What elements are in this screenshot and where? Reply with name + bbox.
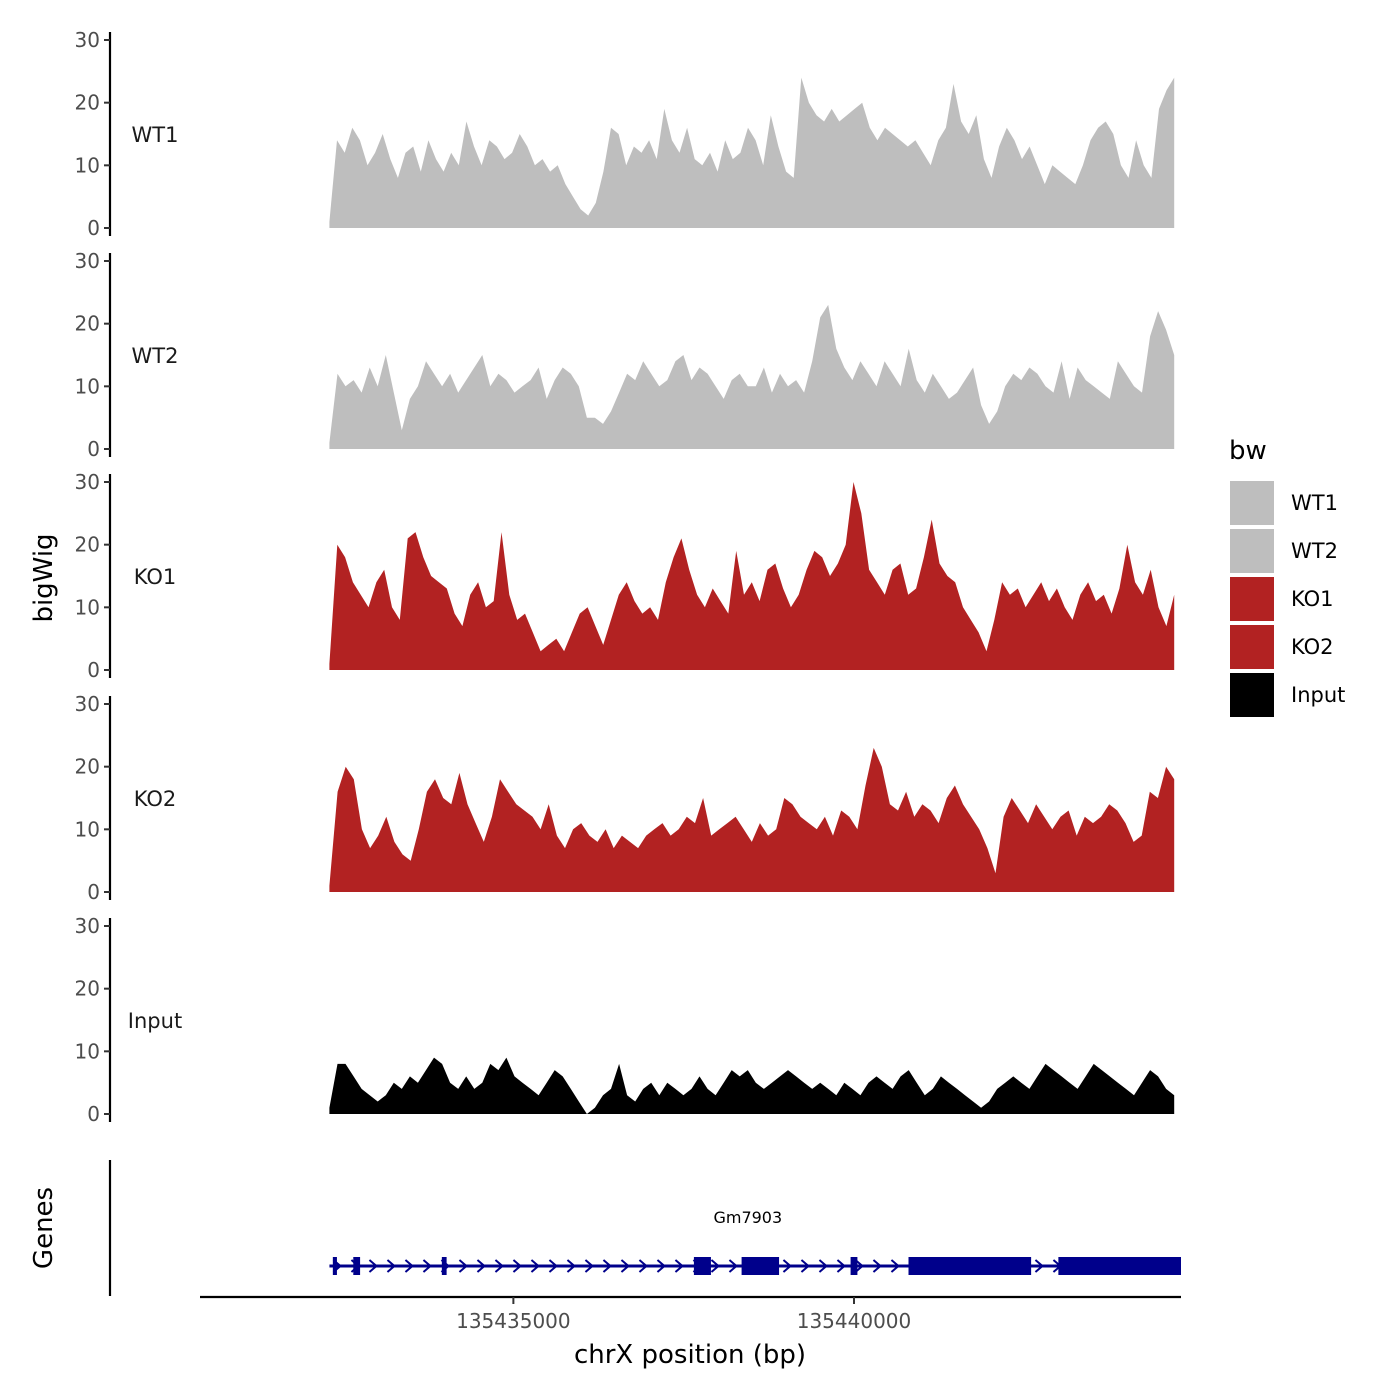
y-tick-label: 0 xyxy=(87,216,100,240)
legend-label: KO2 xyxy=(1291,635,1334,659)
track-ko1: 0 10 20 30 KO1 xyxy=(75,470,1175,682)
y-tick-label: 30 xyxy=(75,914,100,938)
track-label-wt2: WT2 xyxy=(132,344,179,368)
strand-arrow xyxy=(404,1259,414,1273)
y-tick-label: 20 xyxy=(75,977,100,1001)
track-input: 0 10 20 30 Input xyxy=(75,914,1175,1126)
legend-swatch xyxy=(1230,481,1274,525)
strand-arrow xyxy=(386,1259,396,1273)
strand-arrow xyxy=(512,1259,522,1273)
gene-label: Gm7903 xyxy=(713,1208,782,1227)
strand-arrow xyxy=(836,1259,846,1273)
legend-swatch xyxy=(1230,577,1274,621)
genes-panel: Gm7903 xyxy=(108,1160,1181,1296)
legend-swatch xyxy=(1230,529,1274,573)
strand-arrow xyxy=(494,1259,504,1273)
strand-arrow xyxy=(1034,1259,1044,1273)
y-tick-label: 20 xyxy=(75,755,100,779)
y-tick-label: 10 xyxy=(75,1039,100,1063)
gene-exon xyxy=(741,1257,780,1275)
legend-entry-ko1: KO1 xyxy=(1230,577,1334,621)
y-tick-label: 10 xyxy=(75,595,100,619)
y-tick-label: 0 xyxy=(87,880,100,904)
strand-arrow xyxy=(458,1259,468,1273)
y-tick-label: 0 xyxy=(87,658,100,682)
legend-swatch xyxy=(1230,625,1274,669)
x-tick-label: 135440000 xyxy=(797,1309,912,1333)
x-tick-label: 135435000 xyxy=(456,1309,571,1333)
strand-arrow xyxy=(602,1259,612,1273)
y-tick-label: 30 xyxy=(75,249,100,273)
y-tick-label: 30 xyxy=(75,470,100,494)
gene-exon xyxy=(908,1257,1032,1275)
strand-arrow xyxy=(530,1259,540,1273)
strand-arrow xyxy=(548,1259,558,1273)
y-tick-label: 0 xyxy=(87,1102,100,1126)
track-label-ko2: KO2 xyxy=(134,787,177,811)
track-wt1: 0 10 20 30 WT1 xyxy=(75,28,1175,240)
strand-arrow xyxy=(800,1259,810,1273)
gene-exon xyxy=(1058,1257,1181,1275)
legend-entry-input: Input xyxy=(1230,673,1345,717)
x-axis-title: chrX position (bp) xyxy=(574,1340,806,1370)
track-wt2: 0 10 20 30 WT2 xyxy=(75,249,1175,461)
legend-swatch xyxy=(1230,673,1274,717)
y-tick-label: 10 xyxy=(75,817,100,841)
strand-arrow xyxy=(422,1259,432,1273)
strand-arrow xyxy=(782,1259,792,1273)
gene-exon xyxy=(441,1257,447,1275)
strand-arrow xyxy=(674,1259,684,1273)
strand-arrow xyxy=(710,1259,720,1273)
y-axis-title: bigWig xyxy=(29,533,59,622)
y-tick-label: 30 xyxy=(75,692,100,716)
gene-gm7903: Gm7903 xyxy=(329,1208,1181,1275)
strand-arrow xyxy=(476,1259,486,1273)
y-tick-label: 0 xyxy=(87,437,100,461)
track-label-ko1: KO1 xyxy=(134,565,177,589)
track-panels: 0 10 20 30 WT1 0 10 20 30 WT2 0 10 20 30 KO1 0 10 20 30 KO2… xyxy=(75,28,1175,1126)
strand-arrow xyxy=(818,1259,828,1273)
legend: bw WT1 WT2 KO1 KO2 Input xyxy=(1229,436,1345,717)
strand-arrow xyxy=(584,1259,594,1273)
strand-arrow xyxy=(890,1259,900,1273)
legend-label: WT1 xyxy=(1291,491,1338,515)
legend-entry-wt2: WT2 xyxy=(1230,529,1338,573)
y-tick-label: 10 xyxy=(75,374,100,398)
strand-arrow xyxy=(566,1259,576,1273)
y-tick-label: 20 xyxy=(75,312,100,336)
gene-exon xyxy=(850,1257,858,1275)
x-axis: 135435000 135440000 xyxy=(200,1295,1181,1333)
area-ko1 xyxy=(329,482,1175,670)
legend-label: WT2 xyxy=(1291,539,1338,563)
y-tick-label: 20 xyxy=(75,91,100,115)
y-tick-label: 10 xyxy=(75,153,100,177)
strand-arrow xyxy=(620,1259,630,1273)
gene-exon xyxy=(693,1257,711,1275)
strand-arrow xyxy=(854,1259,864,1273)
genes-axis-title: Genes xyxy=(29,1187,59,1269)
area-ko2 xyxy=(329,747,1175,892)
area-input xyxy=(329,1057,1175,1114)
gene-exon xyxy=(332,1257,337,1275)
legend-label: KO1 xyxy=(1291,587,1334,611)
legend-entry-ko2: KO2 xyxy=(1230,625,1334,669)
y-tick-label: 30 xyxy=(75,28,100,52)
area-wt2 xyxy=(329,304,1175,449)
strand-arrow xyxy=(728,1259,738,1273)
track-label-input: Input xyxy=(128,1009,182,1033)
legend-entry-wt1: WT1 xyxy=(1230,481,1338,525)
y-tick-label: 20 xyxy=(75,533,100,557)
strand-arrow xyxy=(638,1259,648,1273)
area-wt1 xyxy=(329,77,1175,228)
strand-arrow xyxy=(368,1259,378,1273)
strand-arrow xyxy=(656,1259,666,1273)
legend-label: Input xyxy=(1291,683,1345,707)
strand-arrow xyxy=(872,1259,882,1273)
gene-exon xyxy=(353,1257,361,1275)
legend-title: bw xyxy=(1229,436,1267,466)
track-ko2: 0 10 20 30 KO2 xyxy=(75,692,1175,904)
track-label-wt1: WT1 xyxy=(132,123,179,147)
